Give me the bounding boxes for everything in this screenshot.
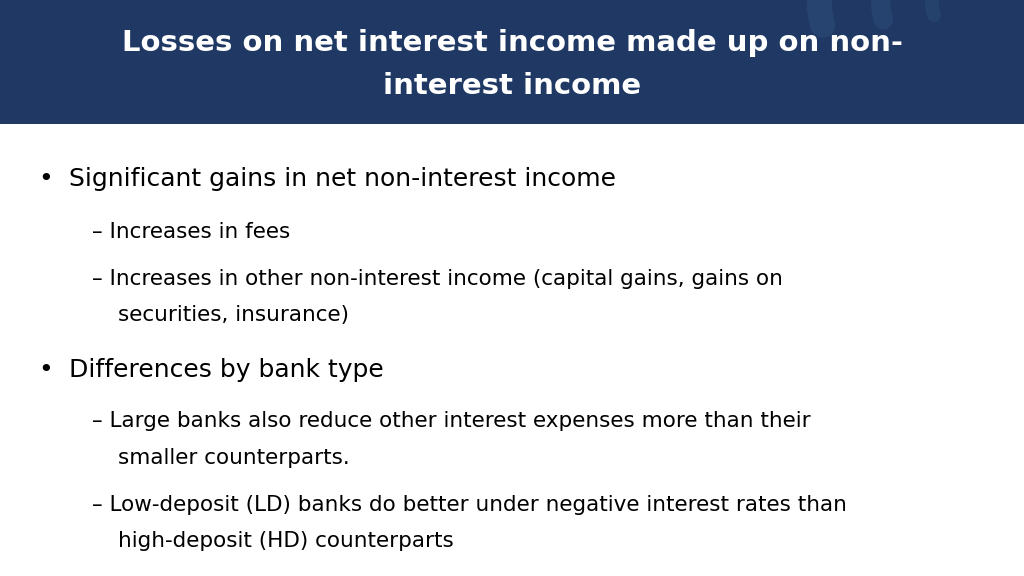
Text: •: • — [38, 167, 52, 191]
Text: interest income: interest income — [383, 72, 641, 100]
Text: Significant gains in net non-interest income: Significant gains in net non-interest in… — [69, 167, 615, 191]
Text: securities, insurance): securities, insurance) — [118, 305, 349, 325]
Text: Losses on net interest income made up on non-: Losses on net interest income made up on… — [122, 29, 902, 58]
Text: high-deposit (HD) counterparts: high-deposit (HD) counterparts — [118, 531, 454, 551]
Text: – Increases in fees: – Increases in fees — [92, 222, 291, 242]
Text: – Large banks also reduce other interest expenses more than their: – Large banks also reduce other interest… — [92, 411, 811, 431]
Text: – Low-deposit (LD) banks do better under negative interest rates than: – Low-deposit (LD) banks do better under… — [92, 495, 847, 515]
Text: •: • — [38, 358, 52, 382]
Text: smaller counterparts.: smaller counterparts. — [118, 448, 349, 468]
Text: – Increases in other non-interest income (capital gains, gains on: – Increases in other non-interest income… — [92, 269, 783, 289]
Text: Differences by bank type: Differences by bank type — [69, 358, 383, 382]
Bar — [0, 0, 1024, 124]
